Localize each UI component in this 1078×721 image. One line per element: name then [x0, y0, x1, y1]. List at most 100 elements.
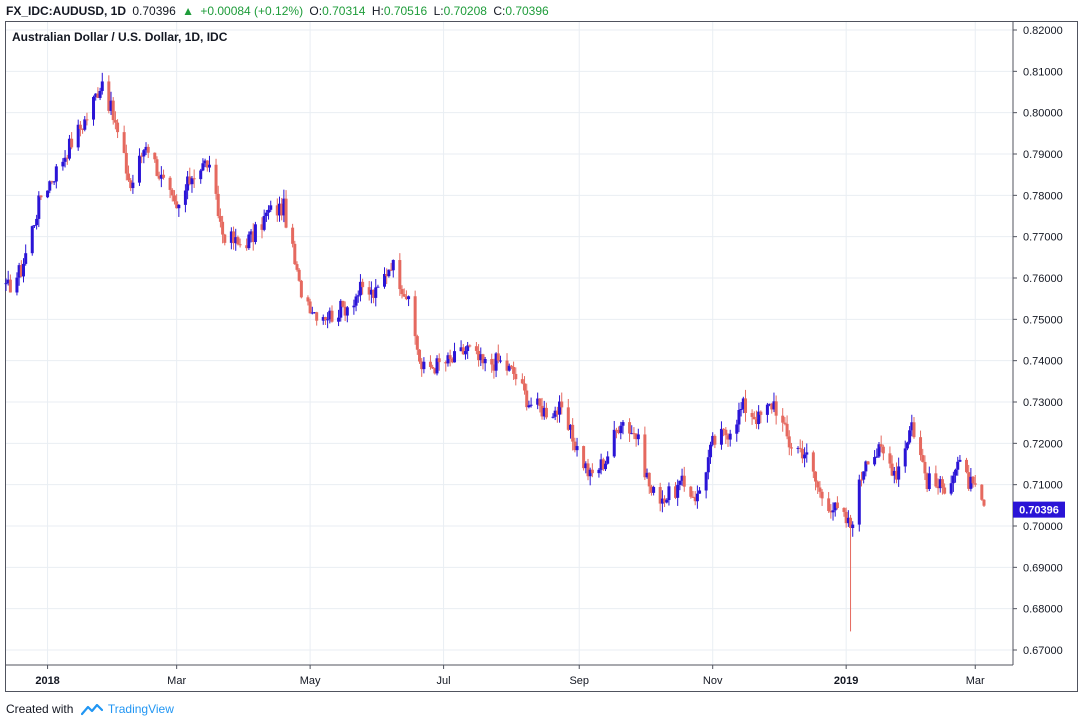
- candle-body: [67, 138, 71, 159]
- candle-body: [389, 269, 393, 271]
- candle-body: [728, 433, 732, 440]
- candle-body: [175, 201, 179, 209]
- candle-body: [326, 319, 330, 321]
- y-tick-label: 0.70000: [1023, 521, 1063, 533]
- candle-body: [251, 231, 255, 242]
- candle-body: [83, 119, 87, 130]
- candle-body: [980, 484, 984, 500]
- close-value: 0.70396: [505, 4, 549, 18]
- candle-body: [188, 176, 192, 185]
- candle-body: [831, 510, 835, 513]
- candle-body: [706, 457, 710, 473]
- candle-body: [247, 234, 251, 249]
- candle-body: [122, 132, 126, 153]
- candle-body: [100, 81, 104, 91]
- candle-body: [829, 510, 833, 513]
- candle-body: [905, 442, 909, 449]
- candle-body: [982, 499, 986, 506]
- candle-body: [22, 263, 26, 277]
- candle-body: [643, 434, 647, 478]
- candle-body: [264, 212, 268, 217]
- candle-body: [109, 100, 113, 111]
- candle-body: [765, 404, 769, 415]
- candle-body: [48, 181, 52, 191]
- candle-body: [744, 398, 748, 413]
- candle-body: [601, 459, 605, 470]
- candle-body: [343, 306, 347, 316]
- candle-body: [474, 346, 478, 351]
- candle-body: [781, 415, 785, 423]
- candle-body: [551, 416, 555, 418]
- candle-body: [420, 361, 424, 370]
- candle-body: [341, 300, 345, 307]
- candle-body: [153, 152, 157, 160]
- y-tick-label: 0.71000: [1023, 480, 1063, 492]
- candle-body: [297, 269, 301, 281]
- candle-body: [842, 508, 846, 512]
- last-price-label: 0.70396: [1019, 505, 1059, 517]
- candle-body: [65, 157, 69, 159]
- price-change: +0.00084 (+0.12%): [200, 4, 304, 18]
- candle-body: [509, 365, 513, 367]
- candle-body: [354, 296, 358, 306]
- candle-body: [223, 234, 227, 243]
- candle-body: [477, 350, 481, 361]
- candle-body: [249, 231, 253, 235]
- candle-body: [505, 360, 509, 371]
- candle-body: [321, 317, 325, 321]
- candle-body: [24, 253, 28, 264]
- candle-body: [330, 310, 334, 322]
- candle-body: [422, 361, 426, 370]
- tradingview-logo-icon: [80, 703, 103, 715]
- candle-body: [170, 189, 174, 196]
- candle-body: [216, 193, 220, 216]
- candle-body: [754, 419, 758, 425]
- candle-body: [925, 473, 929, 490]
- candle-body: [597, 469, 601, 474]
- candle-body: [866, 461, 870, 465]
- candle-body: [190, 178, 194, 185]
- candle-body: [383, 273, 387, 287]
- candle-body: [958, 459, 962, 462]
- candle-body: [575, 446, 579, 451]
- candle-body: [862, 471, 866, 480]
- low-value: 0.70208: [443, 4, 487, 18]
- candle-body: [468, 345, 472, 347]
- candle-body: [312, 312, 316, 314]
- candle-body: [236, 237, 240, 245]
- candle-body: [590, 469, 594, 474]
- candle-body: [4, 283, 8, 285]
- footer-brand[interactable]: TradingView: [107, 702, 174, 716]
- candle-body: [894, 470, 898, 480]
- y-tick-label: 0.77000: [1023, 232, 1063, 244]
- candle-body: [295, 264, 299, 270]
- candle-body: [203, 160, 207, 164]
- candle-body: [757, 411, 761, 425]
- candle-body: [512, 366, 516, 374]
- candle-body: [617, 430, 621, 434]
- candle-body: [971, 476, 975, 484]
- candle-body: [15, 277, 19, 293]
- candle-body: [385, 273, 389, 277]
- y-tick-label: 0.69000: [1023, 562, 1063, 574]
- candle-body: [76, 124, 80, 148]
- candle-body: [910, 422, 914, 431]
- candle-body: [798, 447, 802, 449]
- candle-body: [407, 296, 411, 300]
- candle-body: [232, 231, 236, 244]
- candle-body: [17, 265, 21, 278]
- candle-body: [35, 218, 39, 226]
- price-chart[interactable]: 0.82000 0.81000 0.80000 0.79000 0.78000 0.770…: [0, 0, 1078, 700]
- candle-body: [912, 422, 916, 438]
- candle-body: [214, 164, 218, 194]
- candle-body: [544, 407, 548, 418]
- candle-body: [85, 119, 89, 121]
- candle-body: [267, 209, 271, 213]
- y-tick-label: 0.79000: [1023, 149, 1063, 161]
- candle-body: [695, 493, 699, 502]
- candle-body: [682, 475, 686, 487]
- candle-body: [498, 360, 502, 362]
- close-label: C:: [493, 4, 506, 18]
- candle-body: [540, 405, 544, 417]
- plot-area: [6, 22, 1013, 665]
